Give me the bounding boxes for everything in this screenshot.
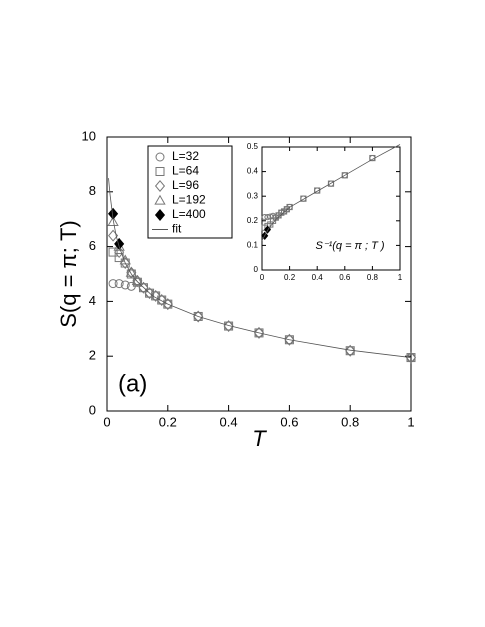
point [114,237,125,250]
legend-marker [154,180,166,192]
point [138,281,149,294]
x-tick-label: 0 [103,414,110,429]
y-tick-label: 0.2 [247,216,259,225]
point [253,326,265,339]
plot-frame [261,146,401,271]
x-tick-label: 0.2 [284,273,296,282]
x-tick-label: 0.2 [159,414,177,429]
legend-label: L=192 [172,193,206,207]
x-tick-label: 0.8 [367,273,379,282]
legend-label: L=32 [172,149,199,163]
x-tick-label: 0.6 [339,273,351,282]
inset-label: S⁻¹(q = π ; T ) [315,240,384,252]
x-tick-label: 1 [407,414,414,429]
point [120,280,130,290]
point [108,279,118,289]
y-tick-label: 0.5 [247,142,259,151]
x-tick-label: 0.4 [312,273,324,282]
legend-marker [154,209,166,221]
y-tick-label: 6 [89,238,96,253]
legend-label: L=96 [172,178,199,192]
x-tick-label: 0.8 [341,414,359,429]
y-tick-label: 10 [82,128,96,143]
point [300,195,307,202]
legend-label: L=64 [172,164,199,178]
plot-frame [106,136,412,412]
point [150,289,161,302]
y-tick-label: 0 [254,265,259,274]
y-tick-label: 0 [89,402,96,417]
x-axis-label: T [252,426,267,451]
y-tick-label: 4 [89,293,96,308]
point [156,294,167,307]
point [345,344,356,357]
point [119,254,131,265]
y-tick-label: 0.4 [247,167,259,176]
point [405,351,417,364]
fit-line [108,178,412,358]
point [132,274,143,287]
point [193,310,204,323]
point [314,187,321,194]
point [108,247,118,257]
point [264,214,271,221]
point [284,333,295,346]
x-tick-label: 0 [260,273,265,282]
legend-box [147,145,233,239]
legend-label: L=400 [172,207,206,221]
point [286,203,293,211]
point [131,275,144,285]
y-axis-label: S(q = π; T) [56,220,81,327]
legend-marker [155,152,165,162]
y-tick-label: 0.3 [247,191,259,200]
x-tick-label: 1 [398,273,403,282]
point [125,266,137,277]
point [107,216,119,227]
y-tick-label: 2 [89,348,96,363]
fit-line [261,144,401,241]
panel-label: (a) [118,370,147,397]
x-tick-label: 0.6 [280,414,298,429]
x-tick-label: 0.4 [220,414,238,429]
point [126,266,137,279]
legend-marker [154,194,166,205]
point [341,172,348,179]
point [144,287,155,300]
y-tick-label: 0.1 [247,241,259,250]
legend-marker [155,167,165,176]
y-tick-label: 8 [89,183,96,198]
legend-label: fit [172,222,182,236]
point [114,279,124,289]
point [327,180,335,187]
point [264,225,272,234]
